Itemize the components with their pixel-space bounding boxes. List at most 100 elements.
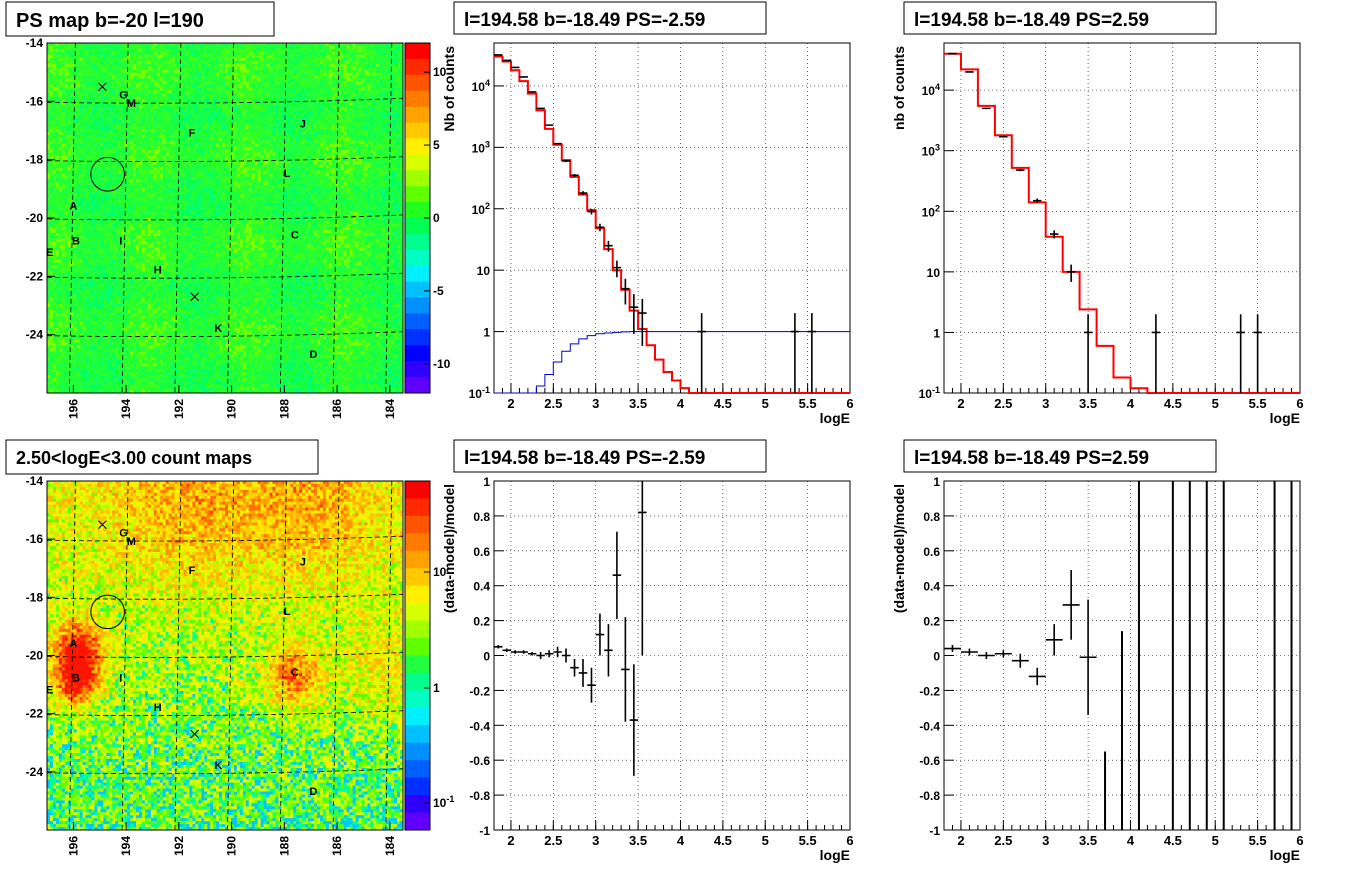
ps-colorbar-tick-label: 10 [433,65,447,79]
ps-colorbar-band [405,281,430,299]
count-map-source-label: M [127,536,136,548]
ps-colorbar-band [405,43,430,60]
ps-map-source-label: K [214,323,222,335]
spectrum-pos-data-point [982,107,991,110]
spectrum-pos-x-tick-label: 2 [957,396,964,411]
spectrum-pos-x-tick-label: 5.5 [1249,396,1267,411]
ps-map-title: PS map b=-20 l=190 [16,10,204,32]
residual-pos-x-tick-label: 3 [1042,833,1049,848]
residual-neg-data-point [629,664,639,776]
ps-map-plot: 196 194 192 190 188 186 184 -14 -16 -18 -20 -22 -24 G… [26,36,404,419]
count-map-x-tick-label: 190 [225,836,239,856]
count-colorbar-band [405,515,430,534]
residual-neg-data-point [638,481,647,656]
residual-pos-data-point [1028,667,1046,686]
residual-pos-data-point [944,645,961,653]
ps-map-source-label: G [119,89,128,101]
residual-neg-background [494,481,850,830]
residual-neg-data-point [544,650,554,658]
residual-pos-plot: 2 2.5 3 3.5 4 4.5 5 5.5 6 -1 -0.8 -0.6 -0.4 -0.2 0 0.2 0… [891,475,1304,863]
spectrum-neg-data-point [790,313,800,393]
ps-map-y-tick-label: -20 [26,211,44,225]
count-map-circle-marker [90,594,125,630]
ps-colorbar-band [405,361,430,378]
spectrum-pos-data-point [999,135,1008,138]
count-map-y-tick-label: -20 [26,649,44,663]
residual-neg-data-point [561,648,571,663]
spectrum-neg-x-tick-label: 2 [507,396,514,411]
ps-colorbar-band [405,154,430,171]
residual-neg-data-point [536,652,545,659]
count-map-y-tick-label: -16 [26,532,44,546]
spectrum-neg-data-point [629,294,639,334]
count-map-x-tick-label: 184 [383,836,397,856]
ps-colorbar-band [405,329,430,346]
ps-map-y-tick-label: -22 [26,269,44,283]
spectrum-neg-x-tick-label: 3 [592,396,599,411]
residual-pos-y-tick-label: 1 [933,475,940,489]
count-map-x-tick-label: 188 [277,836,291,856]
spectrum-neg-x-tick-label: 4.5 [714,396,732,411]
residual-pos-y-tick-label: 0 [933,650,940,664]
residual-neg-x-tick-label: 3 [592,833,599,848]
count-colorbar-band [405,533,430,552]
residual-neg-y-tick-label: -0.6 [469,754,490,768]
count-map-x-tick-label: 192 [172,836,186,856]
spectrum-pos-x-axis-label: logE [1270,410,1300,426]
spectrum-neg-data-point [527,91,537,93]
residual-neg-x-tick-label: 4 [677,833,685,848]
ps-colorbar-band [405,186,430,203]
residual-pos-y-tick-label: -0.2 [919,684,940,698]
residual-neg-data-point [519,650,528,654]
spectrum-pos-y-tick-label: 103 [922,143,940,159]
residual-neg-y-tick-label: 0 [483,650,490,664]
residual-pos-x-axis-label: logE [1270,847,1300,863]
spectrum-pos-x-tick-label: 5 [1212,396,1219,411]
spectrum-pos-x-tick-label: 4.5 [1164,396,1182,411]
ps-colorbar-band [405,345,430,362]
spectrum-neg-data-point [621,278,630,305]
ps-map-x-tick-label: 196 [66,399,80,419]
ps-map-source-label: H [154,264,162,276]
spectrum-neg-model-histogram [494,55,850,394]
residual-neg-data-point [621,617,630,722]
count-colorbar-band [405,481,430,499]
count-colorbar-band [405,550,430,569]
residual-neg-data-point [527,652,537,656]
count-map-source-label: I [119,673,122,685]
count-colorbar-band [405,585,430,604]
residual-neg-data-point [604,624,613,677]
count-colorbar-frame [404,480,431,831]
ps-colorbar-band [405,106,430,124]
spectrum-pos-y-tick-label: 102 [922,203,940,219]
residual-pos-data-point [1079,599,1097,715]
ps-map-x-tick-label: 186 [330,399,344,419]
residual-pos-x-tick-label: 6 [1296,833,1303,848]
ps-map-x-tick-label: 184 [383,399,397,419]
residual-neg-x-tick-label: 5 [762,833,769,848]
spectrum-pos-x-tick-label: 4 [1127,396,1135,411]
residual-neg-data-point [553,646,562,658]
ps-map-source-label: C [291,229,299,241]
spectrum-pos-x-tick-label: 3.5 [1079,396,1097,411]
ps-colorbar-band [405,265,430,283]
ps-map-source-label: D [309,349,317,361]
count-map-source-label: B [72,673,80,685]
count-map-source-label: L [284,606,291,618]
ps-colorbar-band [405,377,430,394]
spectrum-pos-y-tick-label: 10-1 [919,385,940,401]
spectrum-pos-y-axis-label: nb of counts [891,46,907,130]
count-colorbar-band [405,777,430,796]
residual-neg-data-point [595,613,605,656]
ps-colorbar-band [405,90,430,108]
spectrum-pos-data-point [1033,198,1042,203]
spectrum-pos-x-tick-label: 3 [1042,396,1049,411]
count-map-source-label: F [189,565,196,577]
spectrum-neg-data-point [536,107,545,110]
count-colorbar-band [405,742,430,761]
residual-neg-data-point [502,648,511,653]
ps-map-circle-marker [90,156,125,192]
count-colorbar-band [405,812,430,831]
count-colorbar-tick-label: 1 [433,681,440,695]
